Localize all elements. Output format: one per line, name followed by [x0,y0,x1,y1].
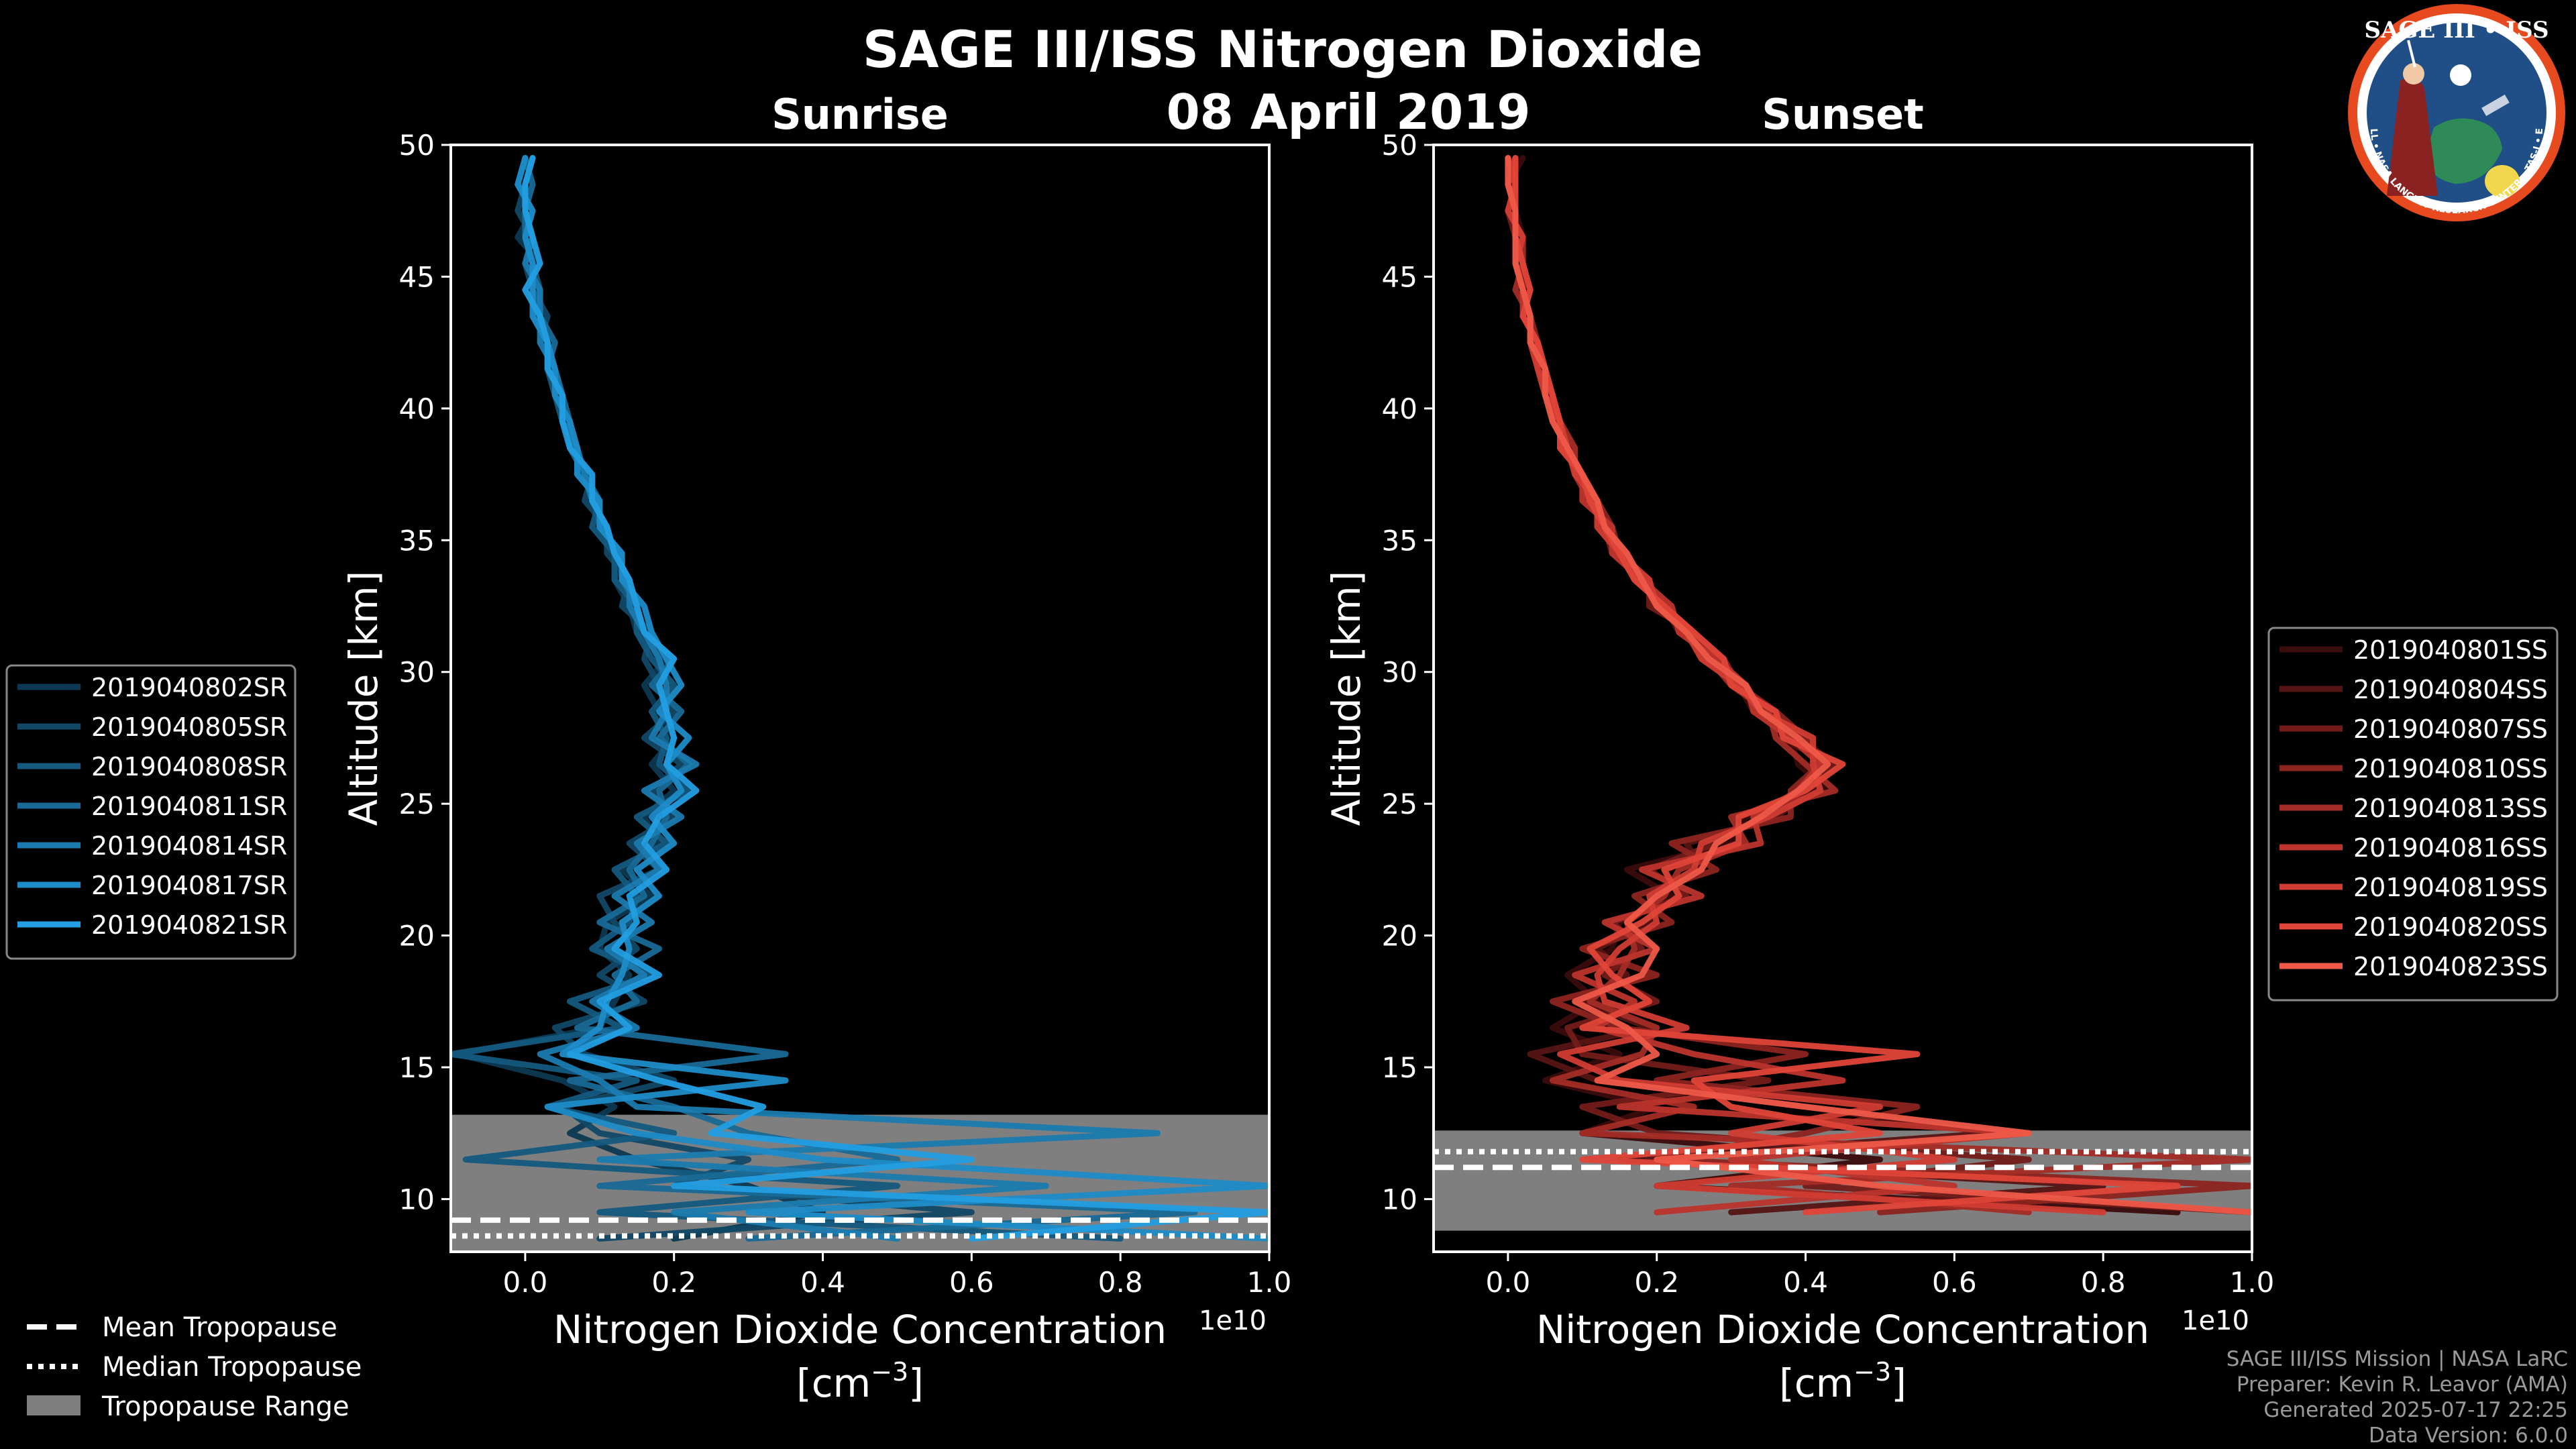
x-axis-unit: [cm−3] [796,1357,924,1406]
y-tick-label: 50 [399,129,435,162]
x-tick-label: 0.4 [1783,1266,1828,1299]
legend-label: 2019040821SR [91,910,287,940]
y-tick-label: 20 [399,920,435,953]
legend-label: 2019040820SS [2353,912,2548,942]
legend-label: 2019040805SR [91,712,287,742]
legend-label: 2019040823SS [2353,952,2548,981]
y-tick-label: 40 [1382,392,1417,425]
y-tick-label: 10 [399,1183,435,1216]
y-tick-label: 25 [1382,788,1417,820]
y-tick-label: 35 [399,524,435,557]
legend-label: 2019040810SS [2353,754,2548,784]
x-tick-label: 0.6 [949,1266,994,1299]
y-axis-label: Altitude [km] [341,571,386,826]
x-tick-label: 0.0 [1486,1266,1531,1299]
credit-mission: SAGE III/ISS Mission | NASA LaRC [2226,1347,2568,1371]
x-tick-label: 0.0 [503,1266,548,1299]
x-tick-label: 0.6 [1932,1266,1977,1299]
y-tick-label: 35 [1382,524,1417,557]
y-tick-label: 30 [1382,656,1417,689]
x-tick-label: 0.2 [651,1266,696,1299]
tropopause-legend: Mean Tropopause Median Tropopause Tropop… [27,1312,362,1422]
x-axis-unit: [cm−3] [1779,1357,1907,1406]
legend-frame [2267,627,2559,1002]
panel-sunset: 0.0 0.2 0.4 0.6 0.8 1.0 1e10 10 15 20 25 30 35 40 45 50… [1324,90,2559,1406]
legend-label: 2019040817SR [91,871,287,900]
mean-tropopause-label: Mean Tropopause [102,1312,337,1343]
legend-label: 2019040811SR [91,792,287,821]
median-tropopause-label: Median Tropopause [102,1352,362,1383]
y-axis-label: Altitude [km] [1324,571,1369,826]
legend-label: 2019040804SS [2353,675,2548,704]
credit-data-version: Data Version: 6.0.0 [2369,1424,2568,1448]
y-tick-label: 30 [399,656,435,689]
series-line-2019040821SR [522,155,1269,1242]
y-tick-label: 45 [1382,260,1417,293]
legend-label: 2019040807SS [2353,714,2548,744]
y-tick-label: 50 [1382,129,1417,162]
x-axis-label: Nitrogen Dioxide Concentration [1536,1307,2149,1352]
legend-label: 2019040819SS [2353,873,2548,902]
x-tick-label: 0.8 [1098,1266,1143,1299]
legend-label: 2019040813SS [2353,794,2548,823]
legend-label: 2019040801SS [2353,635,2548,665]
profile-lines [451,155,1269,1242]
panel-title: Sunrise [771,90,949,139]
legend-label: 2019040814SR [91,831,287,861]
x-offset-label: 1e10 [1199,1305,1267,1336]
plot-frame [449,144,1271,1253]
y-tick-label: 40 [399,392,435,425]
panel-sunrise: 0.0 0.2 0.4 0.6 0.8 1.0 1e10 10 15 20 25 30 35 40 45 50… [5,90,1292,1406]
legend-label: 2019040808SR [91,752,287,782]
series-line-2019040823SS [1505,155,2252,1216]
tropopause-range-label: Tropopause Range [101,1391,350,1422]
y-tick-label: 20 [1382,920,1417,953]
profile-lines [1505,155,2252,1216]
y-tick-label: 15 [399,1051,435,1084]
legend-label: 2019040816SS [2353,833,2548,863]
x-tick-label: 0.8 [2081,1266,2126,1299]
logo-name: SAGE III • ISS [2364,17,2548,44]
x-axis-label: Nitrogen Dioxide Concentration [553,1307,1167,1352]
credit-preparer: Preparer: Kevin R. Leavor (AMA) [2237,1373,2568,1397]
x-tick-label: 0.2 [1634,1266,1679,1299]
plot-frame [1432,144,2253,1253]
y-tick-label: 10 [1382,1183,1417,1216]
credits: SAGE III/ISS Mission | NASA LaRC Prepare… [2226,1347,2568,1448]
x-tick-label: 0.4 [800,1266,845,1299]
x-tick-label: 1.0 [1247,1266,1292,1299]
legend-sunset: 2019040801SS 2019040804SS 2019040807SS 2019… [2267,627,2559,1002]
y-tick-label: 25 [399,788,435,820]
tropopause-range-swatch [27,1395,80,1415]
panel-title: Sunset [1762,90,1924,139]
figure-date: 08 April 2019 [1167,84,1531,140]
credit-generated: Generated 2025-07-17 22:25 [2263,1398,2568,1422]
legend-sunrise: 2019040802SR 2019040805SR 2019040808SR 2019… [5,664,297,960]
figure-title: SAGE III/ISS Nitrogen Dioxide [863,19,1703,79]
y-tick-label: 15 [1382,1051,1417,1084]
x-tick-label: 1.0 [2230,1266,2275,1299]
y-tick-label: 45 [399,260,435,293]
legend-label: 2019040802SR [91,673,287,702]
x-offset-label: 1e10 [2182,1305,2249,1336]
